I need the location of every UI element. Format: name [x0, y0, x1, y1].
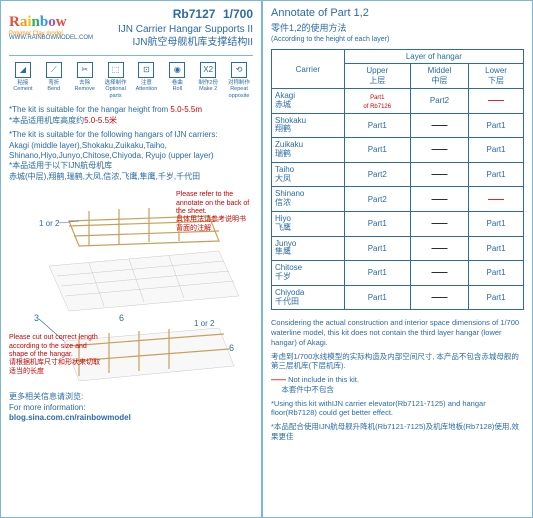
right-notes: Considering the actual construction and …: [271, 318, 524, 441]
note-carriers: *The kit is suitable for the following h…: [9, 130, 253, 182]
url: WWW.RAINBOWMODEL.COM: [9, 35, 93, 41]
table-row: Shokaku翔鹤Part1——Part1: [272, 113, 524, 138]
svg-text:1 or 2: 1 or 2: [194, 319, 215, 328]
logo: Rainbow: [9, 14, 93, 31]
table-row: Akagi赤城Part1of Rb7126Part2——: [272, 89, 524, 114]
info-link: 更多相关信息请浏览: For more information: blog.si…: [9, 392, 253, 423]
table-row: Hiyo飞鹰Part1——Part1: [272, 211, 524, 236]
svg-text:6: 6: [229, 343, 234, 353]
right-title: Annotate of Part 1,2: [271, 7, 524, 19]
table-row: Shinano信浓Part2————: [272, 187, 524, 212]
right-sub: 零件1,2的使用方法: [271, 21, 524, 34]
icon-remove: ✂去除Remove: [71, 62, 99, 100]
table-row: Chiyoda千代田Part1——Part1: [272, 285, 524, 310]
svg-text:3: 3: [34, 313, 39, 323]
icon-repeat-opposite: ⟲对称制作Repeat opposite: [225, 62, 253, 100]
icons-row: ◢粘接Cement⟋弯折Bend✂去除Remove⬚选择制作Optional p…: [9, 55, 253, 100]
diagram: 1 or 2 3 6 1 or 2 6 Please refer to the …: [9, 186, 253, 386]
carrier-table: CarrierLayer of hangar Upper上层 Middel中层 …: [271, 49, 524, 310]
svg-text:6: 6: [119, 313, 124, 323]
table-row: Zuikaku瑞鹤Part1——Part1: [272, 138, 524, 163]
icon-make-2: X2制作2份Make 2: [194, 62, 222, 100]
icon-bend: ⟋弯折Bend: [40, 62, 68, 100]
table-row: Taiho大凤Part2——Part1: [272, 162, 524, 187]
ann-refer: Please refer to the annotate on the back…: [176, 191, 251, 233]
header-text: Rb7127 1/700 IJN Carrier Hangar Supports…: [98, 7, 253, 49]
right-sub2: (According to the height of each layer): [271, 36, 524, 43]
table-row: Junyo隼鹰Part1——Part1: [272, 236, 524, 261]
icon-cement: ◢粘接Cement: [9, 62, 37, 100]
note-height: *The kit is suitable for the hangar heig…: [9, 105, 253, 126]
icon-roll: ◉卷曲Roll: [163, 62, 191, 100]
svg-text:1 or 2: 1 or 2: [39, 219, 60, 228]
table-row: Chitose千岁Part1——Part1: [272, 261, 524, 286]
ann-cutout: Please cut out correct length according …: [9, 334, 104, 376]
icon-attention: ⊡注意Attention: [133, 62, 161, 100]
icon-optional-parts: ⬚选择制作Optional parts: [102, 62, 130, 100]
